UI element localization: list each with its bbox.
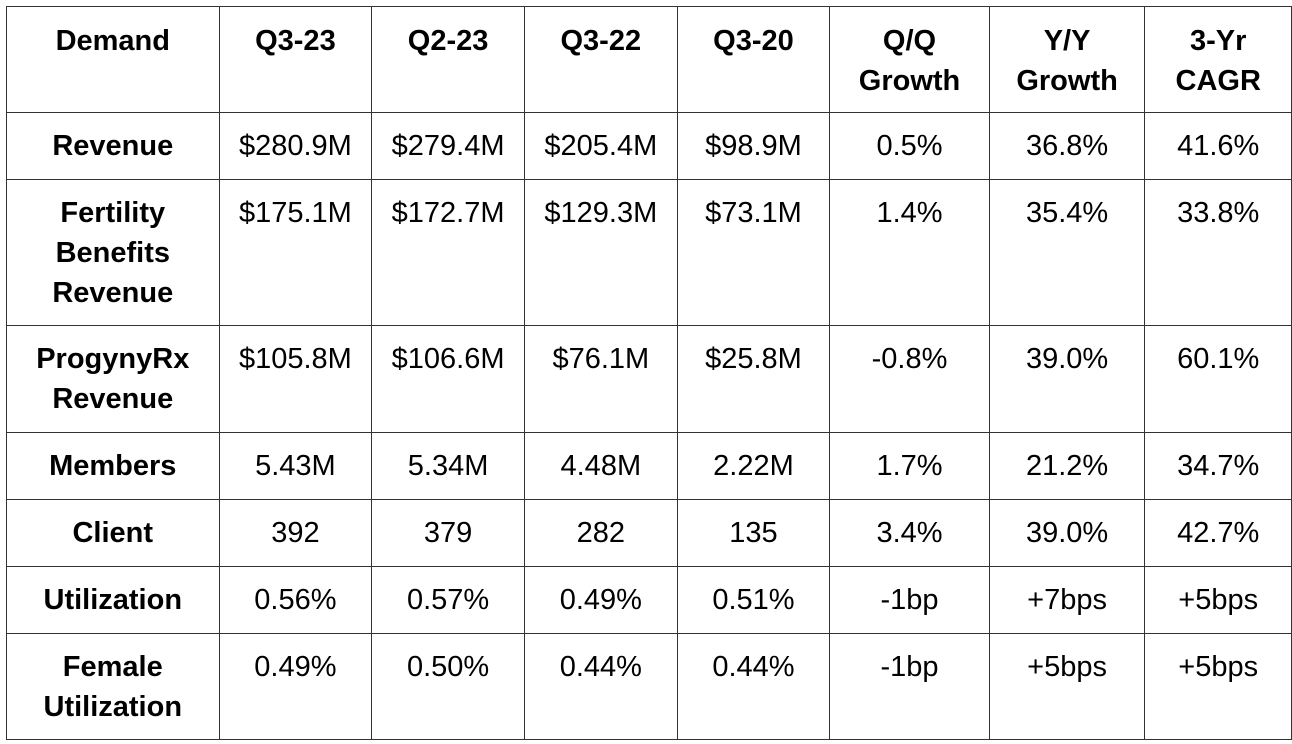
table-cell: 33.8% (1144, 179, 1292, 326)
table-cell: +5bps (988, 633, 1146, 740)
column-header: Q3-22 (523, 6, 678, 113)
header-text: Q3-22 (560, 25, 642, 57)
header-row: Demand Q3-23 Q2-23 Q3-22 Q3-20 Q/Q Growth… (6, 6, 1292, 113)
table-cell: 379 (371, 499, 525, 567)
table-row: ProgynyRx Revenue $105.8M $106.6M $76.1M… (6, 325, 1292, 433)
table-cell: $105.8M (218, 325, 373, 433)
row-label-text: Revenue (52, 383, 174, 415)
table-cell: 41.6% (1144, 112, 1292, 180)
table-cell: 0.57% (371, 566, 525, 634)
table-cell: $106.6M (371, 325, 525, 433)
table-cell: $172.7M (371, 179, 525, 326)
table-cell: $129.3M (523, 179, 678, 326)
table-row: Female Utilization 0.49% 0.50% 0.44% 0.4… (6, 633, 1292, 740)
table-cell: 0.51% (676, 566, 831, 634)
header-text: Growth (1016, 65, 1118, 97)
table-cell: +7bps (988, 566, 1146, 634)
header-text: Y/Y (1043, 25, 1091, 57)
column-header: Y/Y Growth (988, 6, 1146, 113)
table-cell: $73.1M (676, 179, 831, 326)
row-label: Utilization (6, 566, 220, 634)
row-label-text: Client (72, 517, 154, 549)
table-cell: $205.4M (523, 112, 678, 180)
header-text: Demand (55, 25, 170, 57)
row-label-text: Female (62, 651, 163, 683)
header-text: 3-Yr (1189, 25, 1247, 57)
table-row: Members 5.43M 5.34M 4.48M 2.22M 1.7% 21.… (6, 432, 1292, 500)
table-row: Fertility Benefits Revenue $175.1M $172.… (6, 179, 1292, 326)
table-cell: 5.43M (218, 432, 373, 500)
row-label: Client (6, 499, 220, 567)
table-cell: 3.4% (829, 499, 990, 567)
table-cell: $175.1M (218, 179, 373, 326)
table-cell: 135 (676, 499, 831, 567)
table-cell: 1.7% (829, 432, 990, 500)
row-label: Fertility Benefits Revenue (6, 179, 220, 326)
table-cell: 0.50% (371, 633, 525, 740)
table-cell: 2.22M (676, 432, 831, 500)
column-header: Q/Q Growth (829, 6, 990, 113)
table-cell: 1.4% (829, 179, 990, 326)
table-cell: 0.49% (523, 566, 678, 634)
row-label: ProgynyRx Revenue (6, 325, 220, 433)
column-header: 3-Yr CAGR (1144, 6, 1292, 113)
table-cell: 0.44% (676, 633, 831, 740)
row-label-text: Members (49, 450, 177, 482)
column-header: Q3-20 (676, 6, 831, 113)
demand-table: Demand Q3-23 Q2-23 Q3-22 Q3-20 Q/Q Growth… (6, 6, 1292, 740)
table-cell: 5.34M (371, 432, 525, 500)
table-cell: -0.8% (829, 325, 990, 433)
table-cell: $76.1M (523, 325, 678, 433)
row-label-text: Fertility (60, 197, 166, 229)
demand-table-container: Demand Q3-23 Q2-23 Q3-22 Q3-20 Q/Q Growth… (6, 6, 1292, 740)
table-cell: 39.0% (988, 499, 1146, 567)
column-header: Q3-23 (218, 6, 373, 113)
table-cell: 36.8% (988, 112, 1146, 180)
table-cell: 35.4% (988, 179, 1146, 326)
row-label-text: Revenue (52, 130, 174, 162)
table-cell: 0.56% (218, 566, 373, 634)
table-cell: $279.4M (371, 112, 525, 180)
table-cell: 39.0% (988, 325, 1146, 433)
table-cell: +5bps (1144, 633, 1292, 740)
table-cell: $98.9M (676, 112, 831, 180)
table-cell: 21.2% (988, 432, 1146, 500)
table-cell: $25.8M (676, 325, 831, 433)
row-label-text: Revenue (52, 277, 174, 309)
table-cell: 0.49% (218, 633, 373, 740)
row-label-text: Utilization (43, 691, 183, 723)
table-row: Client 392 379 282 135 3.4% 39.0% 42.7% (6, 499, 1292, 567)
table-cell: 0.5% (829, 112, 990, 180)
row-label-text: Benefits (55, 237, 170, 269)
header-text: Q2-23 (407, 25, 489, 57)
table-cell: 282 (523, 499, 678, 567)
row-label: Female Utilization (6, 633, 220, 740)
table-cell: 42.7% (1144, 499, 1292, 567)
table-cell: -1bp (829, 633, 990, 740)
header-text: CAGR (1175, 65, 1261, 97)
row-label-text: Utilization (43, 584, 183, 616)
row-label-text: ProgynyRx (36, 343, 190, 375)
table-cell: +5bps (1144, 566, 1292, 634)
table-cell: $280.9M (218, 112, 373, 180)
table-cell: -1bp (829, 566, 990, 634)
table-cell: 0.44% (523, 633, 678, 740)
header-text: Q/Q (882, 25, 937, 57)
row-label: Revenue (6, 112, 220, 180)
header-text: Q3-20 (713, 25, 794, 57)
table-cell: 4.48M (523, 432, 678, 500)
table-row: Utilization 0.56% 0.57% 0.49% 0.51% -1bp… (6, 566, 1292, 634)
table-cell: 392 (218, 499, 373, 567)
header-text: Q3-23 (255, 25, 336, 57)
column-header: Q2-23 (371, 6, 525, 113)
table-row: Revenue $280.9M $279.4M $205.4M $98.9M 0… (6, 112, 1292, 180)
column-header: Demand (6, 6, 220, 113)
table-cell: 34.7% (1144, 432, 1292, 500)
table-cell: 60.1% (1144, 325, 1292, 433)
header-text: Growth (858, 65, 961, 97)
row-label: Members (6, 432, 220, 500)
